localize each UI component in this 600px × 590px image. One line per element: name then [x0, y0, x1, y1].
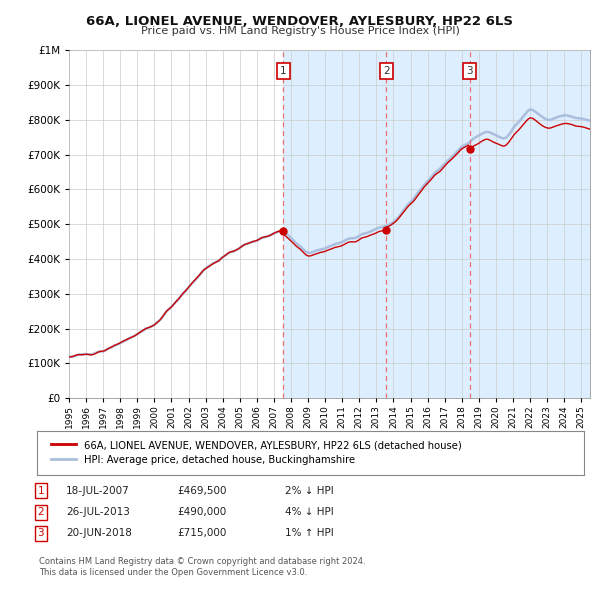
Bar	[470, 50, 590, 398]
Text: £715,000: £715,000	[177, 529, 226, 538]
Legend: 66A, LIONEL AVENUE, WENDOVER, AYLESBURY, HP22 6LS (detached house), HPI: Average: 66A, LIONEL AVENUE, WENDOVER, AYLESBURY,…	[47, 437, 464, 468]
Text: 1: 1	[37, 486, 44, 496]
Text: 18-JUL-2007: 18-JUL-2007	[66, 486, 130, 496]
Text: £469,500: £469,500	[177, 486, 227, 496]
Text: 20-JUN-2018: 20-JUN-2018	[66, 529, 132, 538]
Text: 1% ↑ HPI: 1% ↑ HPI	[285, 529, 334, 538]
Text: 66A, LIONEL AVENUE, WENDOVER, AYLESBURY, HP22 6LS: 66A, LIONEL AVENUE, WENDOVER, AYLESBURY,…	[86, 15, 514, 28]
Text: 1: 1	[280, 66, 287, 76]
Bar	[386, 50, 470, 398]
Text: Contains HM Land Registry data © Crown copyright and database right 2024.: Contains HM Land Registry data © Crown c…	[39, 558, 365, 566]
Text: 3: 3	[466, 66, 473, 76]
Text: 2% ↓ HPI: 2% ↓ HPI	[285, 486, 334, 496]
Text: 4% ↓ HPI: 4% ↓ HPI	[285, 507, 334, 517]
Text: This data is licensed under the Open Government Licence v3.0.: This data is licensed under the Open Gov…	[39, 568, 307, 577]
Text: Price paid vs. HM Land Registry's House Price Index (HPI): Price paid vs. HM Land Registry's House …	[140, 26, 460, 36]
Text: 26-JUL-2013: 26-JUL-2013	[66, 507, 130, 517]
Text: 2: 2	[37, 507, 44, 517]
Text: 2: 2	[383, 66, 389, 76]
Bar	[283, 50, 386, 398]
Text: £490,000: £490,000	[177, 507, 226, 517]
Text: 3: 3	[37, 529, 44, 538]
